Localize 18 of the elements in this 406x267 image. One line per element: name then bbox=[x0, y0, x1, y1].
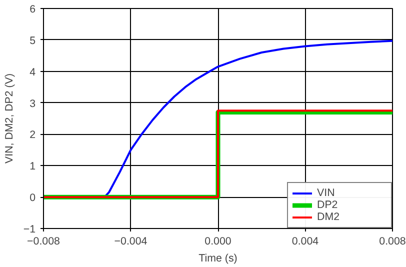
y-tick-label: 5 bbox=[30, 34, 36, 47]
legend-label: DP2 bbox=[317, 199, 339, 211]
y-tick-label: 6 bbox=[30, 4, 36, 16]
legend-label: VIN bbox=[317, 187, 336, 199]
x-tick-label: 0.004 bbox=[292, 236, 319, 248]
y-tick-label: −1 bbox=[23, 224, 36, 236]
y-tick-label: 3 bbox=[30, 98, 36, 110]
x-tick-label: 0.008 bbox=[379, 236, 406, 248]
y-tick-label: 0 bbox=[30, 192, 36, 204]
x-axis-title: Time (s) bbox=[198, 252, 238, 264]
y-tick-label: 2 bbox=[30, 129, 36, 142]
x-tick-label: 0.000 bbox=[204, 236, 232, 248]
y-tick-label: 4 bbox=[30, 66, 36, 78]
legend-label: DM2 bbox=[317, 211, 340, 223]
y-tick-label: 1 bbox=[30, 160, 36, 173]
x-tick-label: −0.008 bbox=[27, 236, 60, 248]
x-tick-label: −0.004 bbox=[114, 236, 148, 248]
y-axis-title: VIN, DM2, DP2 (V) bbox=[3, 73, 16, 164]
